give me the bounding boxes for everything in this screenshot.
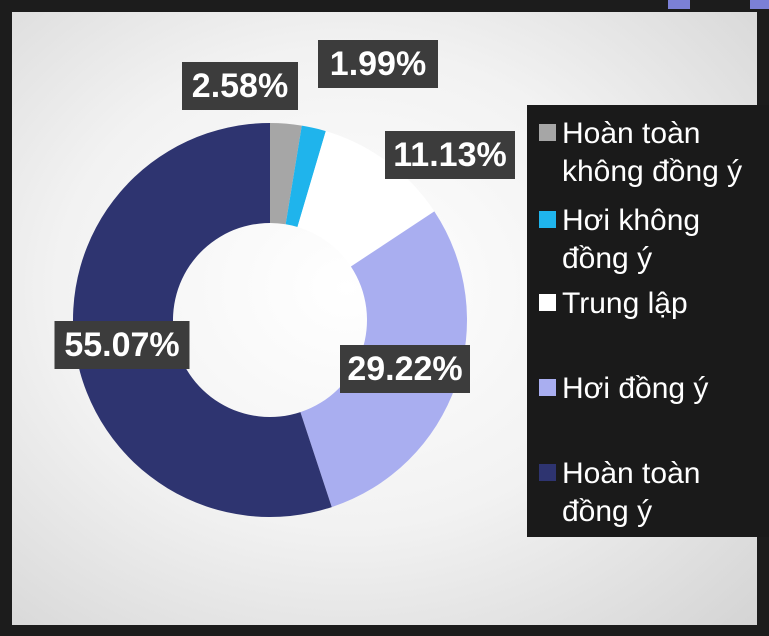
donut-slice: [285, 125, 326, 227]
legend-label: Hơi đồng ý: [562, 372, 709, 405]
decoration: [750, 0, 769, 9]
decoration: [668, 0, 690, 9]
data-label-box: [340, 345, 470, 393]
legend-item: Hơi đồng ý: [539, 370, 764, 408]
legend-swatch: [539, 379, 556, 396]
data-label: 29.22%: [347, 350, 462, 388]
legend: Hoàn toàn không đồng ý Hơi không đồng ý Tr…: [527, 105, 769, 537]
data-label: 1.99%: [330, 45, 426, 83]
data-label-box: [385, 131, 515, 179]
legend-item: Hoàn toàn đồng ý: [539, 455, 764, 531]
data-label-box: [54, 321, 190, 369]
legend-item: Hơi không đồng ý: [539, 202, 764, 278]
legend-label: Hoàn toàn không đồng ý: [562, 117, 743, 188]
donut-slice: [297, 131, 435, 267]
data-label-box: [182, 62, 298, 110]
legend-item: Hoàn toàn không đồng ý: [539, 115, 764, 191]
data-label: 11.13%: [393, 136, 506, 174]
legend-swatch: [539, 124, 556, 141]
legend-item: Trung lập: [539, 285, 764, 323]
data-label: 55.07%: [64, 326, 179, 364]
data-label: 2.58%: [192, 67, 288, 105]
data-label-box: [318, 40, 438, 88]
legend-swatch: [539, 211, 556, 228]
legend-label: Trung lập: [562, 287, 688, 320]
donut-slice: [72, 123, 332, 517]
donut-slice: [270, 123, 302, 225]
legend-swatch: [539, 464, 556, 481]
legend-label: Hoàn toàn đồng ý: [562, 457, 701, 528]
legend-label: Hơi không đồng ý: [562, 204, 701, 275]
legend-swatch: [539, 294, 556, 311]
